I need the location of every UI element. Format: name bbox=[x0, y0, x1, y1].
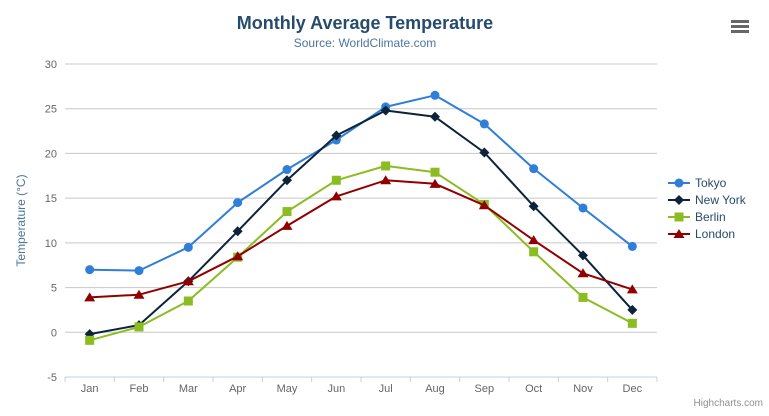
y-tick-label: 25 bbox=[45, 104, 57, 116]
series-marker-berlin[interactable] bbox=[627, 318, 637, 328]
series-marker-london[interactable] bbox=[429, 178, 441, 188]
x-tick-label: Feb bbox=[130, 383, 149, 395]
series-marker-tokyo[interactable] bbox=[627, 241, 637, 251]
y-tick-label: 20 bbox=[45, 148, 57, 160]
series-marker-tokyo[interactable] bbox=[233, 198, 243, 208]
series-marker-tokyo[interactable] bbox=[134, 266, 144, 276]
x-tick-label: Apr bbox=[229, 383, 246, 395]
series-marker-new-york[interactable] bbox=[232, 226, 243, 237]
series-marker-tokyo[interactable] bbox=[183, 242, 193, 252]
series-marker-tokyo[interactable] bbox=[479, 119, 489, 129]
x-tick-label: Nov bbox=[573, 383, 593, 395]
legend-item-berlin[interactable]: Berlin bbox=[668, 209, 746, 224]
series-marker-london[interactable] bbox=[330, 191, 342, 201]
x-axis bbox=[64, 376, 658, 382]
series-marker-new-york[interactable] bbox=[430, 111, 440, 122]
series-line-london[interactable] bbox=[88, 179, 634, 299]
series-marker-tokyo[interactable] bbox=[282, 165, 292, 175]
chart-subtitle: Source: WorldClimate.com bbox=[293, 36, 437, 50]
chart-title: Monthly Average Temperature bbox=[236, 13, 494, 33]
chart-menu-button[interactable] bbox=[727, 15, 753, 38]
series-marker-berlin[interactable] bbox=[430, 167, 440, 177]
series-london[interactable] bbox=[84, 175, 638, 302]
series-marker-london[interactable] bbox=[380, 175, 392, 185]
series-marker-london[interactable] bbox=[626, 284, 638, 294]
series-marker-tokyo[interactable] bbox=[529, 164, 539, 174]
legend-symbol[interactable] bbox=[674, 178, 684, 187]
series-marker-london[interactable] bbox=[232, 251, 244, 261]
series-marker-new-york[interactable] bbox=[380, 105, 391, 116]
series-marker-berlin[interactable] bbox=[85, 335, 95, 345]
series-marker-new-york[interactable] bbox=[479, 147, 490, 158]
series-marker-new-york[interactable] bbox=[528, 201, 539, 212]
series-marker-berlin[interactable] bbox=[282, 207, 292, 217]
series-marker-tokyo[interactable] bbox=[85, 265, 95, 275]
series-marker-london[interactable] bbox=[133, 289, 145, 299]
series-new-york[interactable] bbox=[84, 105, 638, 340]
y-tick-label: 10 bbox=[45, 238, 57, 250]
series-marker-london[interactable] bbox=[478, 200, 490, 210]
series-marker-berlin[interactable] bbox=[381, 161, 391, 171]
legend: Tokyo New York Berlin London bbox=[668, 175, 746, 241]
series-marker-new-york[interactable] bbox=[578, 250, 588, 261]
series-marker-london[interactable] bbox=[182, 276, 194, 286]
x-tick-label: Jun bbox=[327, 383, 345, 395]
hamburger-icon bbox=[731, 20, 749, 23]
y-tick-label: 0 bbox=[51, 327, 57, 339]
legend-symbol[interactable] bbox=[673, 228, 685, 238]
x-tick-label: Oct bbox=[525, 383, 542, 395]
x-tick-label: Jul bbox=[379, 383, 393, 395]
y-axis-title: Temperature (°C) bbox=[14, 174, 28, 266]
legend-symbol[interactable] bbox=[674, 212, 684, 221]
series-marker-tokyo[interactable] bbox=[578, 203, 588, 213]
series-marker-london[interactable] bbox=[281, 220, 293, 230]
legend-label: New York bbox=[695, 192, 746, 207]
y-tick-label: 30 bbox=[45, 59, 57, 71]
series-marker-london[interactable] bbox=[84, 292, 96, 302]
series-marker-berlin[interactable] bbox=[331, 175, 341, 185]
series-marker-berlin[interactable] bbox=[578, 292, 588, 302]
series-tokyo[interactable] bbox=[85, 90, 637, 276]
x-axis-labels: Jan Feb Mar Apr May Jun Jul Aug Sep Oct Nov Dec bbox=[81, 383, 643, 395]
legend-label: London bbox=[695, 226, 736, 241]
x-tick-label: Dec bbox=[623, 383, 643, 395]
series-line-tokyo[interactable] bbox=[88, 94, 634, 272]
legend-marker-circle-icon bbox=[668, 178, 690, 187]
legend-item-new-york[interactable]: New York bbox=[668, 192, 746, 207]
series-marker-london[interactable] bbox=[528, 235, 540, 245]
x-tick-label: Aug bbox=[425, 383, 445, 395]
legend-item-tokyo[interactable]: Tokyo bbox=[668, 175, 746, 190]
series-marker-london[interactable] bbox=[577, 268, 589, 278]
y-tick-label: 5 bbox=[51, 283, 57, 295]
series-marker-berlin[interactable] bbox=[183, 296, 193, 306]
series-marker-berlin[interactable] bbox=[529, 247, 539, 257]
series-marker-berlin[interactable] bbox=[134, 322, 144, 332]
hamburger-icon bbox=[731, 25, 749, 28]
y-gridlines bbox=[65, 63, 657, 378]
series-line-new-york[interactable] bbox=[88, 109, 634, 336]
legend-marker-triangle-icon bbox=[668, 228, 690, 238]
y-tick-label: -5 bbox=[47, 372, 57, 384]
hamburger-icon bbox=[731, 30, 749, 33]
legend-marker-square-icon bbox=[668, 212, 690, 221]
series-marker-new-york[interactable] bbox=[282, 175, 292, 186]
series-marker-tokyo[interactable] bbox=[430, 90, 440, 100]
y-axis-labels: -5 0 5 10 15 20 25 30 bbox=[45, 59, 57, 384]
series-marker-new-york[interactable] bbox=[331, 130, 342, 141]
legend-symbol[interactable] bbox=[674, 194, 684, 205]
credits-link[interactable]: Highcharts.com bbox=[693, 398, 763, 409]
legend-label: Berlin bbox=[695, 209, 726, 224]
legend-label: Tokyo bbox=[695, 175, 727, 190]
legend-item-london[interactable]: London bbox=[668, 226, 746, 241]
legend-marker-diamond-icon bbox=[668, 194, 690, 205]
series-line-berlin[interactable] bbox=[88, 164, 634, 342]
series-marker-new-york[interactable] bbox=[627, 304, 638, 315]
x-tick-label: Jan bbox=[81, 383, 99, 395]
y-tick-label: 15 bbox=[45, 193, 57, 205]
x-tick-label: Mar bbox=[179, 383, 198, 395]
x-tick-label: Sep bbox=[475, 383, 495, 395]
x-tick-label: May bbox=[277, 383, 298, 395]
